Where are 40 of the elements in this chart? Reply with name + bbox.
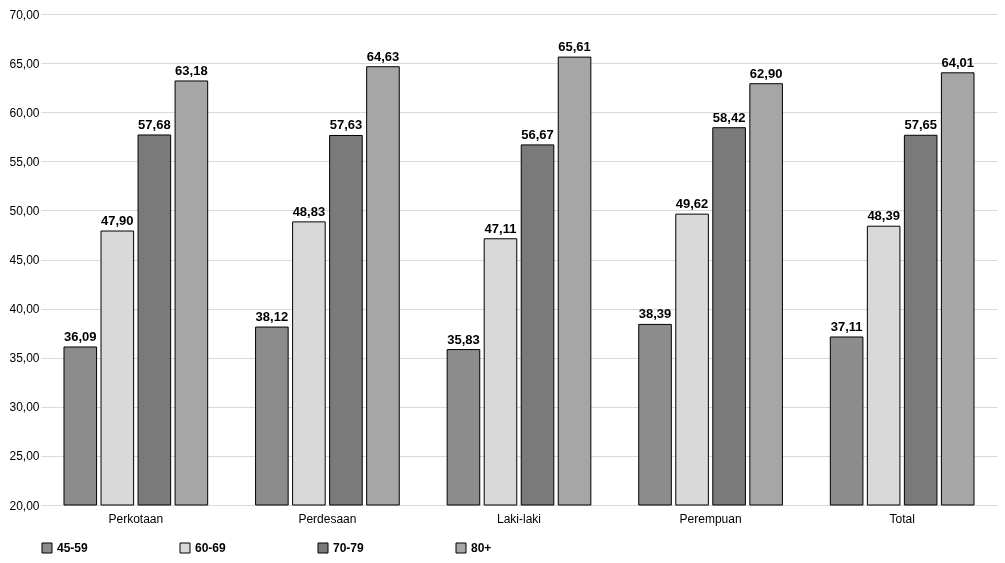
y-tick-label: 45,00 [9, 253, 40, 267]
data-label: 64,01 [941, 54, 974, 70]
x-tick-label: Perdesaan [298, 511, 357, 526]
y-tick-label: 30,00 [9, 400, 40, 415]
data-label: 38,39 [638, 306, 672, 322]
legend-label: 70-79 [333, 541, 365, 555]
y-tick-label: 20,00 [9, 498, 40, 513]
data-label: 57,68 [138, 116, 171, 132]
y-tick-label: 25,00 [9, 449, 40, 464]
y-tick-label: 65,00 [9, 56, 40, 71]
data-label: 37,11 [830, 318, 863, 334]
data-label: 62,90 [749, 65, 783, 81]
data-label: 35,83 [447, 331, 480, 347]
y-tick-label: 55,00 [9, 154, 40, 169]
legend-label: 80+ [471, 541, 492, 555]
data-label: 57,65 [904, 117, 937, 133]
x-tick-label: Laki-laki [496, 511, 542, 526]
data-label: 48,83 [292, 203, 326, 219]
y-tick-label: 70,00 [9, 7, 40, 22]
y-tick-label: 50,00 [9, 203, 40, 218]
data-label: 48,39 [867, 208, 900, 224]
data-label: 64,63 [366, 48, 400, 64]
y-tick-label: 40,00 [9, 302, 40, 317]
legend-label: 60-69 [195, 541, 227, 555]
y-tick-label: 35,00 [9, 351, 40, 366]
data-label: 65,61 [558, 39, 591, 55]
data-label: 47,11 [484, 220, 517, 236]
data-label: 47,90 [101, 213, 134, 229]
y-tick-label: 60,00 [9, 105, 40, 120]
x-tick-label: Perempuan [679, 511, 742, 526]
data-label: 56,67 [521, 126, 554, 142]
data-label: 49,62 [675, 196, 709, 212]
data-label: 63,18 [175, 62, 208, 78]
x-tick-label: Total [889, 511, 915, 526]
data-label: 38,12 [255, 309, 289, 325]
data-label: 36,09 [64, 329, 97, 344]
data-label: 58,42 [712, 109, 746, 125]
data-label: 57,63 [329, 117, 363, 133]
x-tick-label: Perkotaan [108, 511, 164, 526]
legend-label: 45-59 [57, 541, 89, 555]
